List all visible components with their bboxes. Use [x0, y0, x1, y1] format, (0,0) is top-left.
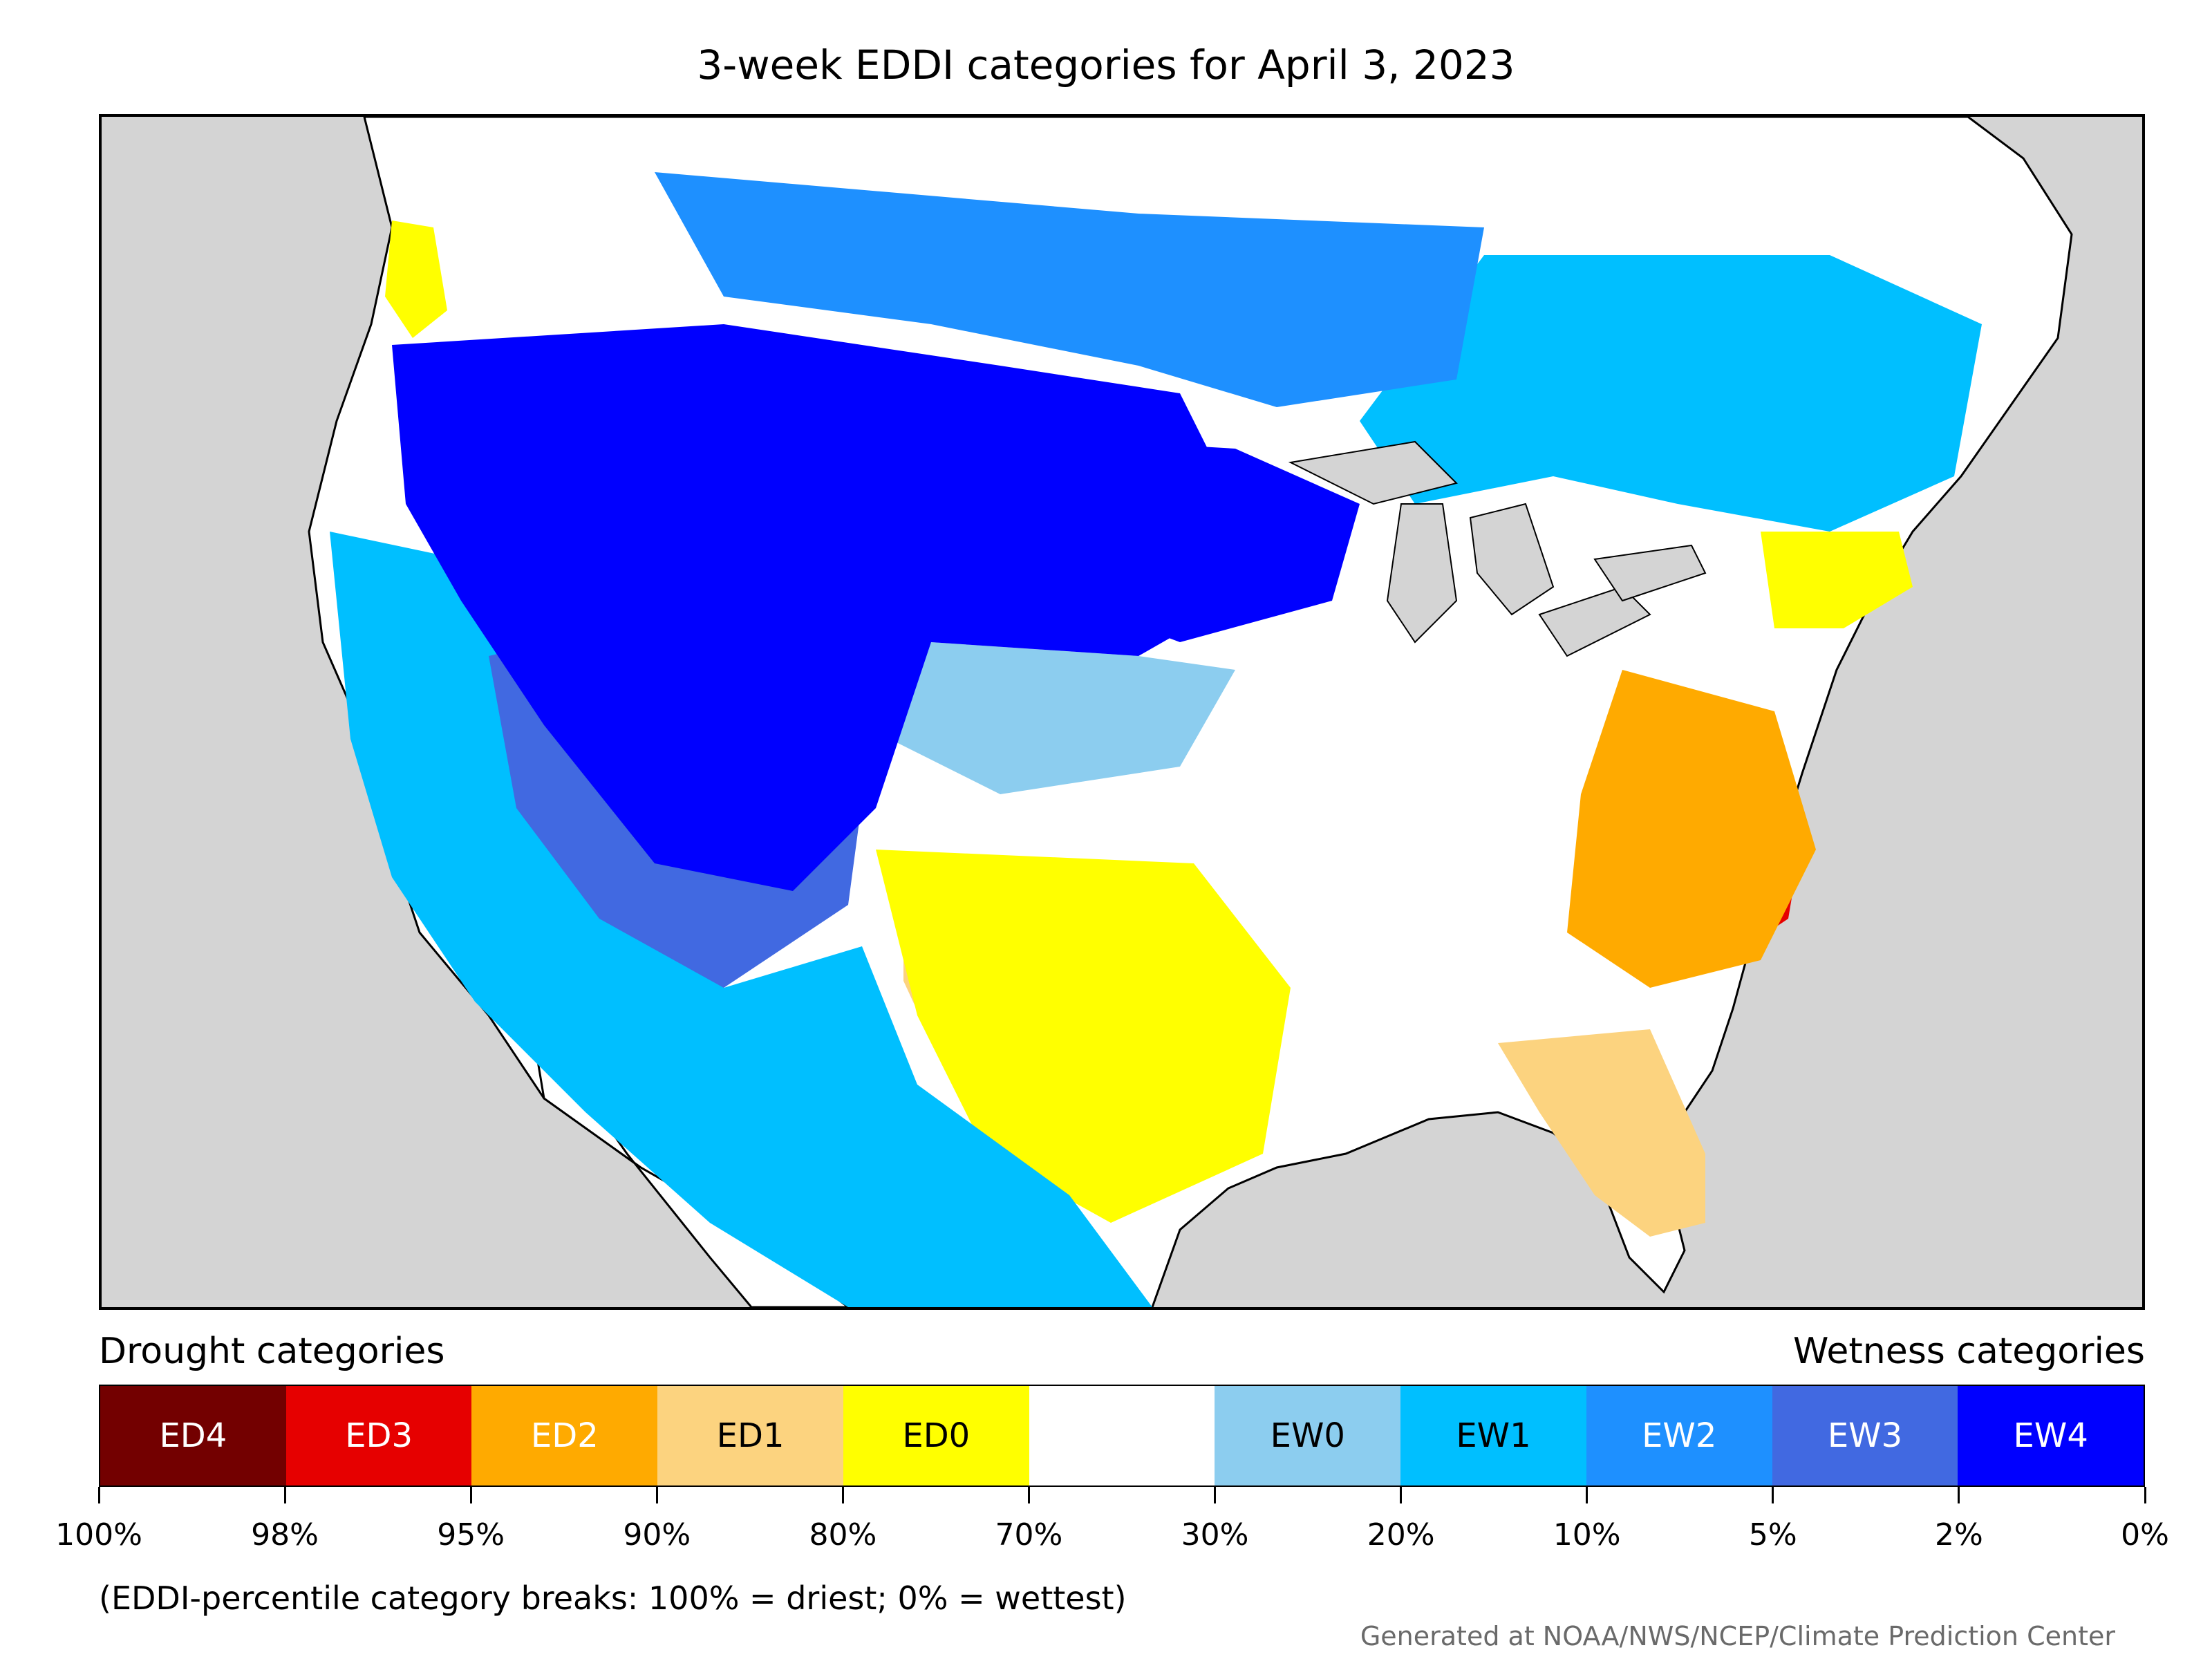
- great-lake-1: [1288, 440, 1458, 505]
- tick-mark: [1214, 1487, 1217, 1503]
- tick-mark: [1400, 1487, 1403, 1503]
- region-oklahoma-texas: [876, 850, 1291, 1223]
- colorbar-cell-ed2: ED2: [471, 1386, 658, 1485]
- great-lake-3: [1469, 503, 1555, 616]
- region-central-plains: [890, 642, 1235, 794]
- category-footnote: (EDDI-percentile category breaks: 100% =…: [99, 1580, 1127, 1617]
- category-colorbar: ED4 ED3 ED2 ED1 ED0 EW0 EW1 EW2 EW3 EW4: [99, 1385, 2145, 1487]
- drought-categories-label: Drought categories: [99, 1331, 445, 1372]
- great-lake-5: [1593, 544, 1707, 602]
- credit-line: Generated at NOAA/NWS/NCEP/Climate Predi…: [1360, 1621, 2115, 1651]
- tick-mark: [655, 1487, 658, 1503]
- colorbar-cell-ed1: ED1: [657, 1386, 843, 1485]
- tick-label: 100%: [55, 1517, 142, 1553]
- colorbar-cell-ew2: EW2: [1586, 1386, 1772, 1485]
- colorbar-cell-none: [1029, 1386, 1215, 1485]
- colorbar-cell-ew4: EW4: [1958, 1386, 2144, 1485]
- region-northern-rockies-great-plains: [392, 324, 1235, 891]
- tick-mark: [283, 1487, 286, 1503]
- colorbar-cell-ed4: ED4: [100, 1386, 286, 1485]
- tick-label: 95%: [437, 1517, 505, 1553]
- tick-label: 30%: [1181, 1517, 1249, 1553]
- region-puget-sound: [385, 221, 447, 338]
- great-lake-2: [1386, 503, 1458, 644]
- tick-mark: [1958, 1487, 1960, 1503]
- region-new-england-coast: [1761, 532, 1913, 628]
- tick-label: 70%: [995, 1517, 1063, 1553]
- tick-label: 98%: [251, 1517, 319, 1553]
- tick-label: 0%: [2121, 1517, 2169, 1553]
- tick-mark: [841, 1487, 844, 1503]
- mexico-land: [529, 1015, 850, 1307]
- tick-label: 10%: [1553, 1517, 1621, 1553]
- colorbar-cell-ew3: EW3: [1772, 1386, 1958, 1485]
- region-canadian-prairies: [655, 172, 1484, 407]
- colorbar-cell-ed3: ED3: [285, 1386, 472, 1485]
- colorbar-cell-ew1: EW1: [1400, 1386, 1586, 1485]
- tick-label: 2%: [1935, 1517, 1983, 1553]
- tick-mark: [469, 1487, 472, 1503]
- tick-mark: [1586, 1487, 1588, 1503]
- colorbar-cell-ew0: EW0: [1215, 1386, 1401, 1485]
- eddi-map: [102, 117, 2142, 1307]
- region-northern-florida: [1498, 1029, 1705, 1237]
- tick-mark: [1772, 1487, 1774, 1503]
- region-great-lakes-quebec: [1360, 255, 1982, 532]
- tick-label: 5%: [1748, 1517, 1797, 1553]
- great-lake-4: [1538, 585, 1651, 657]
- tick-label: 90%: [623, 1517, 691, 1553]
- region-mid-atlantic: [1567, 670, 1816, 988]
- tick-mark: [2144, 1487, 2146, 1503]
- tick-label: 80%: [809, 1517, 877, 1553]
- tick-label: 20%: [1367, 1517, 1435, 1553]
- tick-mark: [97, 1487, 100, 1503]
- map-panel: [99, 114, 2145, 1310]
- tick-mark: [1027, 1487, 1030, 1503]
- colorbar-cell-ed0: ED0: [843, 1386, 1029, 1485]
- map-title: 3-week EDDI categories for April 3, 2023: [697, 41, 1515, 88]
- wetness-categories-label: Wetness categories: [1793, 1331, 2145, 1372]
